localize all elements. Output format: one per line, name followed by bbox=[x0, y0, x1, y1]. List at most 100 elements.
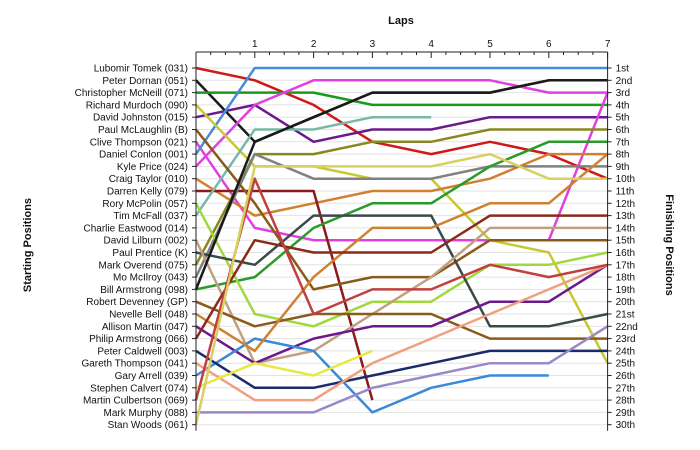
series-line-11 bbox=[194, 115, 432, 217]
series-line-2 bbox=[195, 79, 608, 144]
finishing-position-label: 4th bbox=[616, 100, 630, 111]
series-line-25 bbox=[195, 263, 609, 402]
starting-position-label: Craig Taylor (010) bbox=[109, 174, 188, 185]
finishing-position-label: 12th bbox=[616, 199, 635, 210]
series-line-21 bbox=[195, 337, 549, 414]
finishing-position-label: 17th bbox=[616, 260, 635, 271]
starting-position-label: Daniel Conlon (001) bbox=[99, 150, 188, 161]
series-line-16 bbox=[195, 128, 608, 291]
series-line-19 bbox=[195, 300, 608, 340]
starting-position-label: David Lilburn (002) bbox=[104, 236, 189, 247]
finishing-position-label: 25th bbox=[616, 359, 635, 370]
starting-position-label: Paul McLaughlin (B) bbox=[98, 125, 188, 136]
finishing-position-label: 29th bbox=[616, 408, 635, 419]
series-line-26 bbox=[195, 349, 373, 389]
finishing-position-label: 8th bbox=[616, 150, 630, 161]
series-line-14 bbox=[195, 140, 608, 291]
lap-tick-label: 4 bbox=[428, 39, 434, 50]
finishing-position-label: 16th bbox=[616, 248, 635, 259]
finishing-position-label: 13th bbox=[616, 211, 635, 222]
starting-position-label: Allison Martin (047) bbox=[102, 322, 188, 333]
lap-tick-label: 6 bbox=[546, 39, 552, 50]
finishing-position-label: 3rd bbox=[616, 88, 630, 99]
starting-position-label: Tim McFall (037) bbox=[113, 211, 188, 222]
starting-position-label: Peter Dornan (051) bbox=[102, 76, 188, 87]
starting-position-label: Stephen Calvert (074) bbox=[90, 383, 188, 394]
series-line-3 bbox=[196, 91, 608, 107]
finishing-position-label: 2nd bbox=[616, 76, 633, 87]
starting-position-label: Darren Kelly (079) bbox=[107, 187, 188, 198]
starting-position-label: Martin Culbertson (069) bbox=[83, 396, 188, 407]
starting-position-label: Peter Caldwell (003) bbox=[97, 346, 188, 357]
starting-position-label: Mark Murphy (088) bbox=[104, 408, 188, 419]
starting-position-label: Robert Devenney (GP) bbox=[86, 297, 188, 308]
finishing-position-label: 30th bbox=[616, 420, 635, 431]
finishing-position-label: 19th bbox=[616, 285, 635, 296]
starting-position-label: Clive Thompson (021) bbox=[90, 137, 188, 148]
x-axis-title: Laps bbox=[388, 15, 414, 27]
finishing-position-label: 18th bbox=[616, 273, 635, 284]
y-axis-title-right: Finishing Positions bbox=[663, 194, 675, 295]
finishing-position-label: 27th bbox=[616, 383, 635, 394]
series-line-4 bbox=[195, 103, 608, 144]
gridlines bbox=[196, 67, 608, 426]
finishing-position-label: 11th bbox=[616, 187, 635, 198]
y-axis-title-left: Starting Positions bbox=[22, 198, 34, 292]
axes bbox=[192, 51, 612, 431]
series-line-28 bbox=[196, 325, 609, 414]
finishing-position-label: 9th bbox=[616, 162, 630, 173]
series-line-29 bbox=[194, 152, 608, 425]
finishing-position-label: 14th bbox=[616, 223, 635, 234]
finishing-position-label: 28th bbox=[616, 396, 635, 407]
series-line-7 bbox=[195, 79, 608, 168]
finishing-position-label: 21st bbox=[616, 310, 635, 321]
series-line-13 bbox=[194, 152, 608, 278]
series-line-27 bbox=[194, 177, 608, 401]
starting-position-label: Nevelle Bell (048) bbox=[109, 310, 188, 321]
series-line-6 bbox=[194, 66, 608, 155]
starting-position-label: Richard Murdoch (090) bbox=[86, 100, 188, 111]
starting-position-label: Mo McIlroy (043) bbox=[113, 273, 188, 284]
series-line-17 bbox=[195, 214, 608, 328]
finishing-position-label: 5th bbox=[616, 113, 630, 124]
starting-position-label: David Johnston (015) bbox=[93, 113, 188, 124]
series-line-23 bbox=[195, 153, 609, 353]
starting-position-label: Rory McPolin (057) bbox=[102, 199, 188, 210]
series-line-22 bbox=[195, 349, 608, 390]
finishing-position-label: 15th bbox=[616, 236, 635, 247]
starting-position-label: Christopher McNeill (071) bbox=[75, 88, 188, 99]
lap-tick-label: 2 bbox=[311, 39, 317, 50]
series-line-24 bbox=[194, 214, 608, 340]
lap-tick-label: 3 bbox=[370, 39, 376, 50]
series-line-30 bbox=[194, 79, 608, 290]
finishing-position-label: 23rd bbox=[616, 334, 636, 345]
starting-position-label: Charlie Eastwood (014) bbox=[84, 223, 189, 234]
series-line-20 bbox=[195, 263, 609, 365]
starting-position-label: Gareth Thompson (041) bbox=[81, 359, 188, 370]
starting-position-label: Stan Woods (061) bbox=[108, 420, 188, 431]
lap-tick-label: 7 bbox=[605, 39, 611, 50]
starting-position-label: Bill Armstrong (098) bbox=[100, 285, 188, 296]
series-line-18 bbox=[194, 226, 608, 365]
finishing-position-label: 22nd bbox=[616, 322, 638, 333]
series-line-9 bbox=[195, 152, 608, 217]
lap-tick-label: 1 bbox=[252, 39, 258, 50]
labels: 1 2 3 4 5 6 7 Lubomir Tomek (031)Peter Dornan (… bbox=[75, 39, 638, 431]
finishing-position-label: 1st bbox=[616, 64, 630, 75]
lap-tick-label: 5 bbox=[487, 39, 493, 50]
finishing-position-label: 6th bbox=[616, 125, 630, 136]
starting-position-label: Kyle Price (024) bbox=[117, 162, 188, 173]
series-lines bbox=[194, 66, 609, 425]
finishing-position-label: 20th bbox=[616, 297, 635, 308]
starting-position-label: Lubomir Tomek (031) bbox=[94, 64, 188, 75]
series-line-15 bbox=[194, 202, 608, 328]
starting-position-label: Gary Arrell (039) bbox=[115, 371, 188, 382]
series-line-1 bbox=[195, 66, 609, 180]
starting-position-label: Paul Prentice (K) bbox=[112, 248, 188, 259]
series-line-12 bbox=[194, 128, 608, 266]
finishing-position-label: 26th bbox=[616, 371, 635, 382]
finishing-position-label: 7th bbox=[616, 137, 630, 148]
starting-position-label: Mark Overend (075) bbox=[99, 260, 188, 271]
starting-position-label: Philip Armstrong (066) bbox=[89, 334, 188, 345]
